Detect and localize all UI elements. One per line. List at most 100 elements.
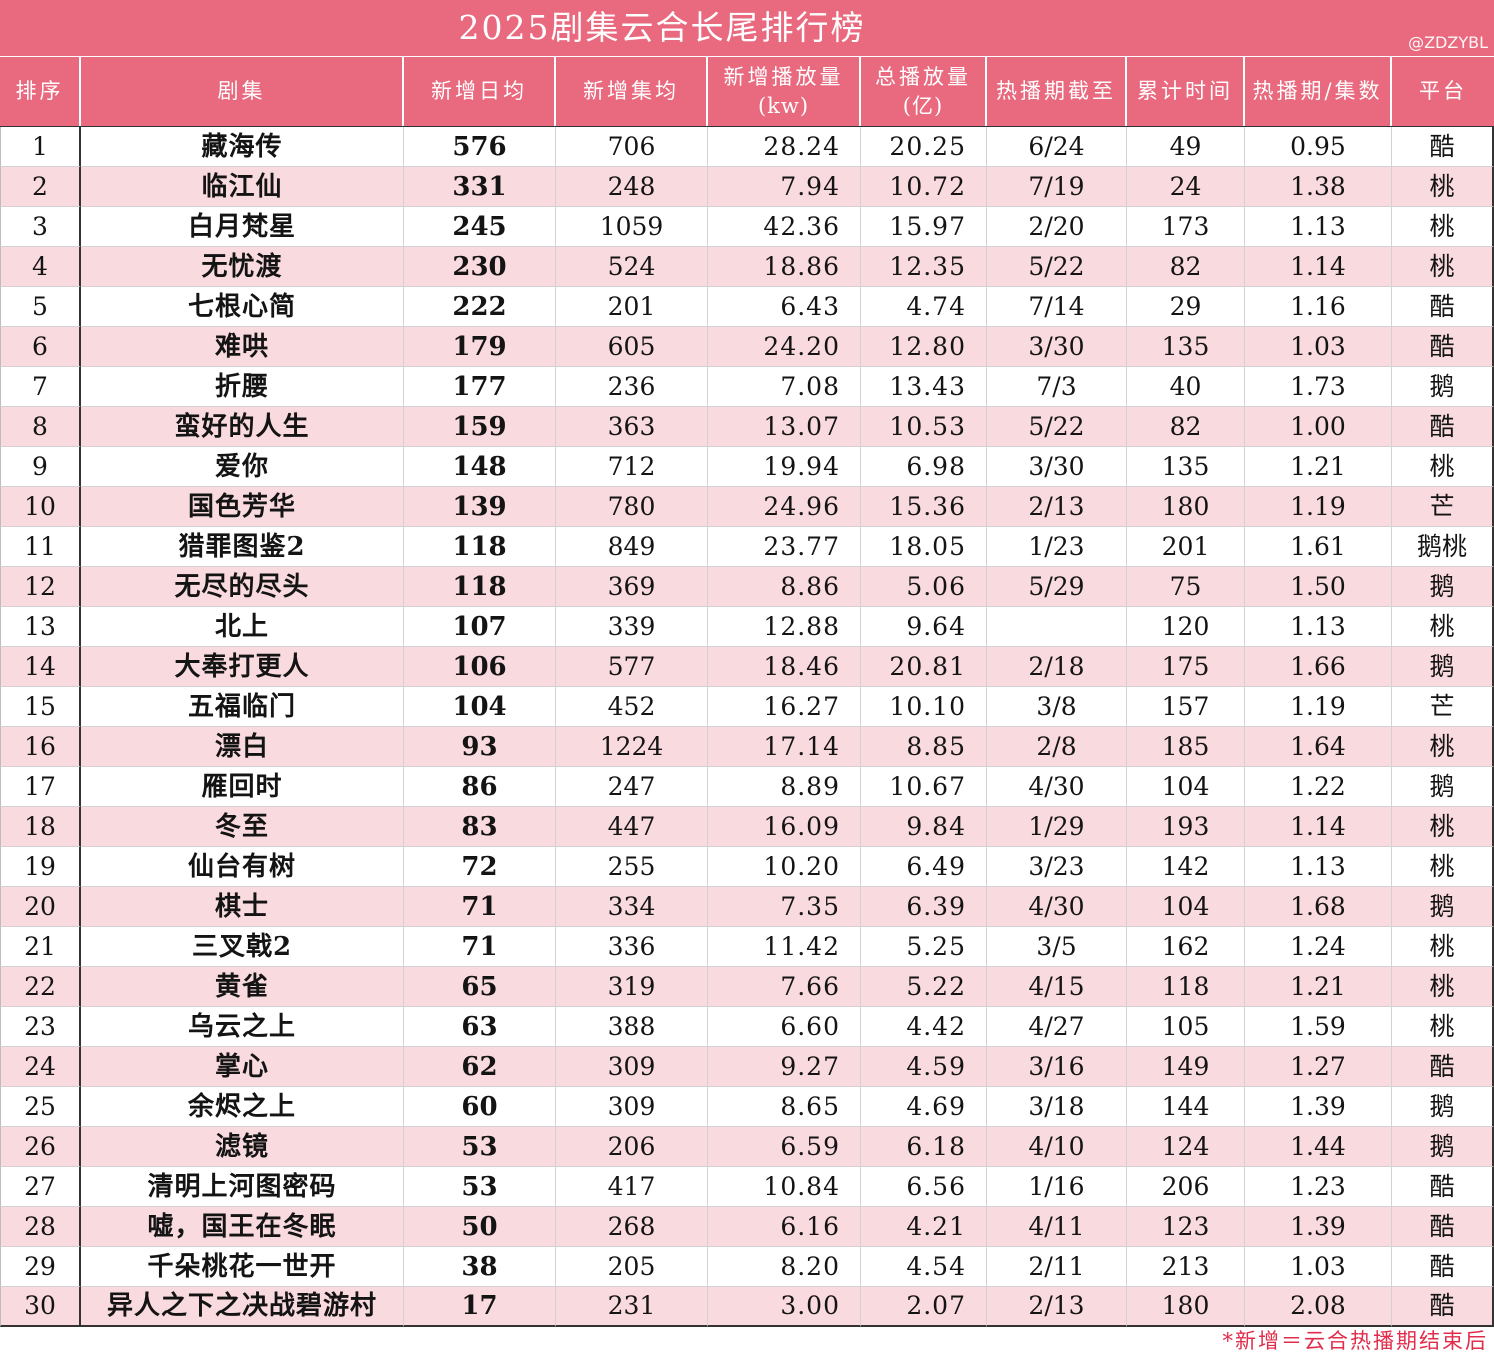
table-row: 21 三叉戟2 71 336 11.42 5.25 3/5 162 1.24 桃 <box>0 927 1494 967</box>
cell-total-views: 2.07 <box>861 1287 987 1327</box>
cell-daily-avg: 222 <box>404 287 556 327</box>
cell-new-views: 8.86 <box>708 567 861 607</box>
cell-new-views: 3.00 <box>708 1287 861 1327</box>
table-row: 23 乌云之上 63 388 6.60 4.42 4/27 105 1.59 桃 <box>0 1007 1494 1047</box>
cell-peak-per-episode: 1.14 <box>1245 247 1392 287</box>
cell-peak-end: 5/29 <box>987 567 1127 607</box>
cell-peak-per-episode: 1.64 <box>1245 727 1392 767</box>
cell-daily-avg: 65 <box>404 967 556 1007</box>
cell-new-views: 18.86 <box>708 247 861 287</box>
cell-daily-avg: 50 <box>404 1207 556 1247</box>
table-row: 9 爱你 148 712 19.94 6.98 3/30 135 1.21 桃 <box>0 447 1494 487</box>
cell-title: 掌心 <box>81 1047 404 1087</box>
table-header: 排序 剧集 新增日均 新增集均 新增播放量 (kw) 总播放量 (亿) 热播期截… <box>0 57 1494 126</box>
cell-daily-avg: 159 <box>404 407 556 447</box>
cell-daily-avg: 331 <box>404 167 556 207</box>
cell-episode-avg: 388 <box>556 1007 708 1047</box>
cell-episode-avg: 849 <box>556 527 708 567</box>
cell-title: 雁回时 <box>81 767 404 807</box>
cell-new-views: 7.35 <box>708 887 861 927</box>
cell-cumulative-time: 185 <box>1127 727 1245 767</box>
header-label: 新增集均 <box>583 79 679 103</box>
cell-title: 难哄 <box>81 327 404 367</box>
cell-peak-per-episode: 1.39 <box>1245 1207 1392 1247</box>
cell-title: 余烬之上 <box>81 1087 404 1127</box>
cell-daily-avg: 245 <box>404 207 556 247</box>
header-total-views: 总播放量 (亿) <box>861 57 987 126</box>
cell-peak-per-episode: 1.14 <box>1245 807 1392 847</box>
cell-title: 临江仙 <box>81 167 404 207</box>
cell-platform: 桃 <box>1392 247 1494 287</box>
cell-platform: 酷 <box>1392 327 1494 367</box>
cell-title: 藏海传 <box>81 127 404 167</box>
cell-peak-per-episode: 1.24 <box>1245 927 1392 967</box>
cell-total-views: 10.53 <box>861 407 987 447</box>
cell-platform: 酷 <box>1392 1047 1494 1087</box>
cell-title: 冬至 <box>81 807 404 847</box>
cell-episode-avg: 605 <box>556 327 708 367</box>
cell-rank: 23 <box>0 1007 81 1047</box>
cell-platform: 桃 <box>1392 207 1494 247</box>
cell-platform: 酷 <box>1392 127 1494 167</box>
cell-daily-avg: 118 <box>404 567 556 607</box>
table-row: 5 七根心简 222 201 6.43 4.74 7/14 29 1.16 酷 <box>0 287 1494 327</box>
cell-rank: 9 <box>0 447 81 487</box>
cell-title: 漂白 <box>81 727 404 767</box>
cell-daily-avg: 139 <box>404 487 556 527</box>
cell-daily-avg: 83 <box>404 807 556 847</box>
cell-rank: 3 <box>0 207 81 247</box>
cell-title: 清明上河图密码 <box>81 1167 404 1207</box>
cell-episode-avg: 309 <box>556 1087 708 1127</box>
table-row: 4 无忧渡 230 524 18.86 12.35 5/22 82 1.14 桃 <box>0 247 1494 287</box>
header-label: 累计时间 <box>1137 79 1233 103</box>
cell-new-views: 12.88 <box>708 607 861 647</box>
table-row: 27 清明上河图密码 53 417 10.84 6.56 1/16 206 1.23 酷 <box>0 1167 1494 1207</box>
cell-peak-end: 3/23 <box>987 847 1127 887</box>
cell-peak-end: 7/3 <box>987 367 1127 407</box>
cell-cumulative-time: 162 <box>1127 927 1245 967</box>
cell-episode-avg: 268 <box>556 1207 708 1247</box>
cell-rank: 13 <box>0 607 81 647</box>
cell-total-views: 10.67 <box>861 767 987 807</box>
cell-episode-avg: 255 <box>556 847 708 887</box>
cell-cumulative-time: 82 <box>1127 247 1245 287</box>
cell-total-views: 20.81 <box>861 647 987 687</box>
cell-peak-end: 7/19 <box>987 167 1127 207</box>
cell-peak-end: 2/13 <box>987 1287 1127 1327</box>
cell-rank: 25 <box>0 1087 81 1127</box>
cell-new-views: 8.65 <box>708 1087 861 1127</box>
cell-peak-per-episode: 1.16 <box>1245 287 1392 327</box>
cell-rank: 15 <box>0 687 81 727</box>
cell-total-views: 9.64 <box>861 607 987 647</box>
cell-title: 三叉戟2 <box>81 927 404 967</box>
header-label: 剧集 <box>217 79 266 103</box>
cell-rank: 30 <box>0 1287 81 1327</box>
table-row: 10 国色芳华 139 780 24.96 15.36 2/13 180 1.19 芒 <box>0 487 1494 527</box>
cell-new-views: 11.42 <box>708 927 861 967</box>
cell-episode-avg: 417 <box>556 1167 708 1207</box>
cell-cumulative-time: 29 <box>1127 287 1245 327</box>
cell-daily-avg: 72 <box>404 847 556 887</box>
header-unit: (kw) <box>757 93 810 118</box>
cell-total-views: 13.43 <box>861 367 987 407</box>
cell-rank: 24 <box>0 1047 81 1087</box>
cell-title: 七根心简 <box>81 287 404 327</box>
header-label: 平台 <box>1419 79 1467 103</box>
cell-rank: 11 <box>0 527 81 567</box>
cell-title: 爱你 <box>81 447 404 487</box>
cell-platform: 桃 <box>1392 967 1494 1007</box>
cell-daily-avg: 60 <box>404 1087 556 1127</box>
cell-total-views: 8.85 <box>861 727 987 767</box>
cell-title: 黄雀 <box>81 967 404 1007</box>
cell-rank: 17 <box>0 767 81 807</box>
header-unit: (亿) <box>902 93 944 118</box>
cell-peak-per-episode: 1.03 <box>1245 327 1392 367</box>
header-label: 排序 <box>15 79 64 103</box>
cell-platform: 桃 <box>1392 607 1494 647</box>
cell-peak-end: 4/30 <box>987 887 1127 927</box>
cell-peak-end: 1/16 <box>987 1167 1127 1207</box>
cell-total-views: 4.54 <box>861 1247 987 1287</box>
table-row: 8 蛮好的人生 159 363 13.07 10.53 5/22 82 1.00 酷 <box>0 407 1494 447</box>
cell-title: 仙台有树 <box>81 847 404 887</box>
